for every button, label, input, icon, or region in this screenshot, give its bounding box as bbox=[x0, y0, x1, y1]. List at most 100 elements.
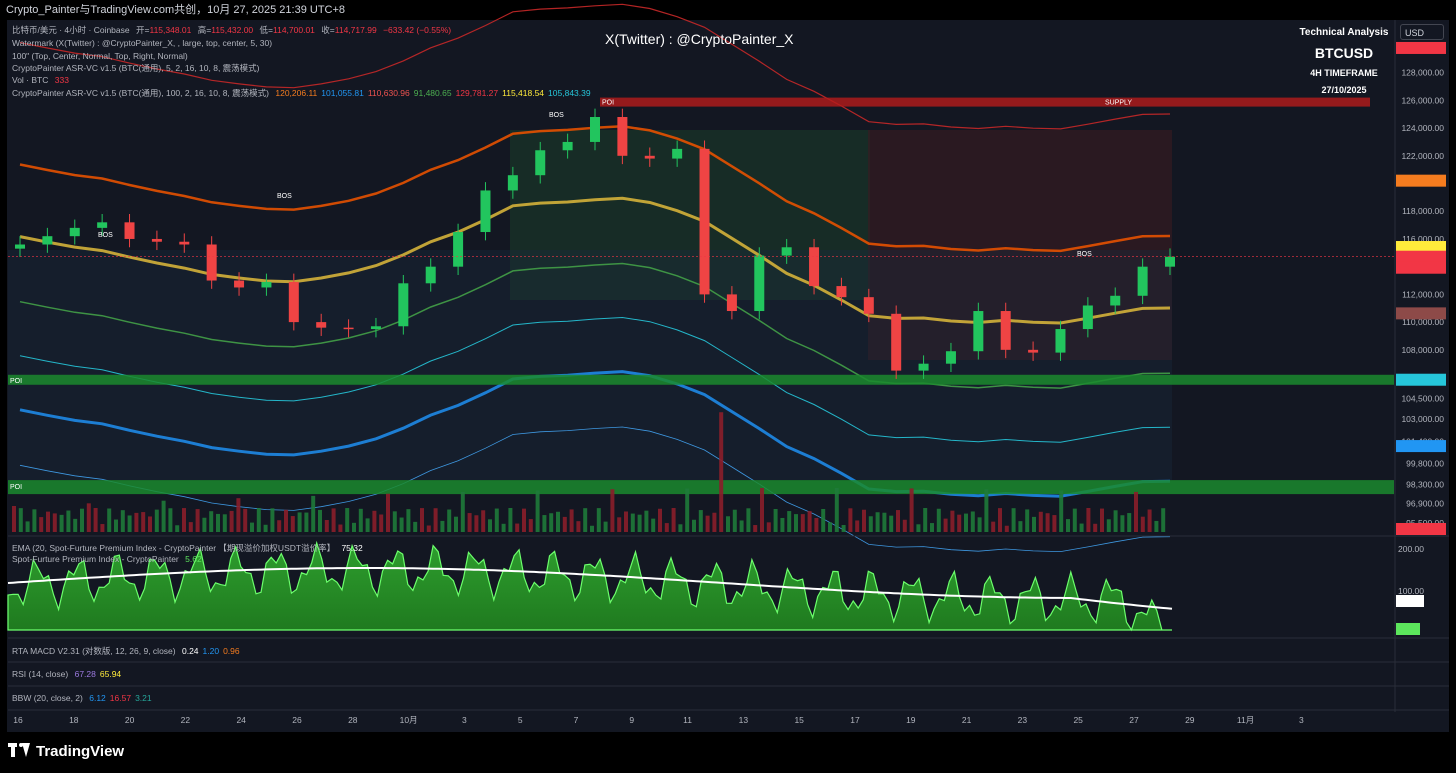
candle-body bbox=[69, 227, 80, 237]
candle-body bbox=[370, 326, 381, 330]
volume-bar bbox=[222, 514, 227, 532]
volume-bar bbox=[433, 508, 438, 532]
candle-body bbox=[590, 116, 600, 142]
volume-bar bbox=[18, 508, 23, 532]
volume-bar bbox=[855, 520, 860, 532]
volume-bar bbox=[154, 509, 159, 532]
premium-index-value: 5.62 bbox=[185, 554, 202, 564]
chart-header: Crypto_Painter与TradingView.com共创，10月 27,… bbox=[0, 0, 1456, 20]
volume-bar bbox=[964, 513, 968, 532]
volume-bar bbox=[1052, 515, 1057, 532]
volume-bar bbox=[630, 513, 635, 532]
volume-bar bbox=[243, 508, 248, 532]
candle-body bbox=[1137, 266, 1148, 296]
volume-bar bbox=[80, 508, 84, 532]
candle-body bbox=[672, 148, 683, 159]
volume-bar bbox=[780, 517, 785, 532]
price-tick: 124,000.00 bbox=[1401, 123, 1444, 133]
volume-bar bbox=[1059, 490, 1064, 532]
volume-bar bbox=[148, 516, 152, 532]
volume-bar bbox=[719, 412, 724, 532]
volume-bar bbox=[318, 509, 322, 532]
volume-bar bbox=[1004, 525, 1009, 532]
volume-bar bbox=[712, 512, 717, 532]
volume-bar bbox=[562, 516, 567, 532]
volume-bar bbox=[93, 508, 98, 532]
volume-bar bbox=[107, 508, 112, 532]
volume-bar bbox=[1086, 508, 1091, 532]
volume-bar bbox=[930, 523, 934, 532]
bbw-values: 6.12 16.57 3.21 bbox=[89, 693, 155, 703]
price-tick: 99,800.00 bbox=[1406, 458, 1444, 468]
lower-band-zone bbox=[8, 250, 1172, 480]
info-timeframe: 4H TIMEFRAME bbox=[1310, 68, 1378, 78]
candle-body bbox=[507, 175, 518, 191]
bbw-label: BBW (20, close, 2) bbox=[12, 693, 83, 703]
volume-bar bbox=[950, 510, 955, 532]
tradingview-brand: TradingView bbox=[36, 743, 125, 760]
volume-bar bbox=[868, 516, 873, 532]
poi-zone-upper bbox=[8, 374, 1394, 385]
volume-bar bbox=[386, 493, 390, 532]
volume-bar bbox=[52, 513, 57, 532]
tradingview-logo[interactable]: TradingView bbox=[8, 743, 124, 760]
volume-bar bbox=[821, 508, 826, 532]
volume-bar bbox=[569, 509, 574, 532]
legend-change: −633.42 (−0.55%) bbox=[383, 25, 452, 35]
volume-bar bbox=[277, 520, 282, 532]
macd-legend: RTA MACD V2.31 (对数版, 12, 26, 9, close) 0… bbox=[12, 645, 248, 657]
volume-bar bbox=[943, 518, 948, 532]
currency-button[interactable]: USD bbox=[1400, 24, 1444, 40]
volume-bar bbox=[263, 524, 268, 532]
candle-body bbox=[973, 311, 984, 352]
volume-bar bbox=[188, 522, 193, 532]
volume-bar bbox=[202, 517, 207, 532]
volume-bar bbox=[1045, 513, 1050, 532]
volume-bar bbox=[250, 522, 254, 532]
volume-bar bbox=[596, 508, 601, 532]
volume-bar bbox=[25, 521, 30, 532]
volume-bar bbox=[1100, 508, 1104, 532]
price-tick: 104,500.00 bbox=[1401, 393, 1444, 403]
info-title: Technical Analysis bbox=[1299, 27, 1389, 38]
premium-panel bbox=[7, 540, 1173, 632]
price-badge-bg bbox=[1396, 250, 1446, 263]
volume-bar bbox=[161, 500, 166, 532]
volume-bar bbox=[970, 511, 975, 532]
volume-bar bbox=[739, 520, 744, 532]
supply-zone bbox=[600, 97, 1370, 107]
supply-label: SUPPLY bbox=[1105, 100, 1132, 107]
volume-bar bbox=[726, 516, 730, 532]
legend-line-vol: Vol · BTC 333 bbox=[12, 75, 73, 85]
volume-bar bbox=[664, 523, 669, 532]
volume-bar bbox=[671, 508, 676, 532]
info-symbol: BTCUSD bbox=[1314, 45, 1374, 61]
volume-bar bbox=[678, 524, 683, 532]
volume-bar bbox=[1066, 519, 1070, 532]
rsi-value-0: 67.28 bbox=[74, 669, 96, 679]
legend-high: 高=115,432.00 bbox=[197, 25, 254, 35]
candle-body bbox=[617, 116, 628, 156]
asr-value-3: 91,480.65 bbox=[413, 88, 452, 98]
price-badge-bg bbox=[1396, 261, 1446, 274]
time-tick: 13 bbox=[739, 715, 749, 725]
volume-bar bbox=[141, 512, 146, 532]
macd-value-0: 0.24 bbox=[181, 646, 199, 656]
candle-body bbox=[1082, 305, 1093, 330]
volume-bar bbox=[977, 517, 982, 532]
volume-bar bbox=[882, 512, 887, 532]
legend-line-asr100: CryptoPainter ASR-VC v1.5 (BTC(通用), 100,… bbox=[12, 87, 599, 99]
candle-body bbox=[918, 363, 929, 371]
volume-bar bbox=[127, 515, 132, 532]
volume-bar bbox=[460, 491, 465, 532]
time-tick: 25 bbox=[1073, 715, 1083, 725]
premium-legend-index: Spot-Furture Premium Index - CryptoPaint… bbox=[12, 554, 206, 564]
volume-bar bbox=[1113, 510, 1118, 532]
time-tick: 3 bbox=[462, 715, 467, 725]
volume-bar bbox=[270, 508, 275, 532]
tradingview-logo-icon bbox=[8, 743, 30, 757]
candle-body bbox=[781, 247, 792, 256]
time-tick: 18 bbox=[69, 715, 79, 725]
time-tick: 23 bbox=[1018, 715, 1028, 725]
